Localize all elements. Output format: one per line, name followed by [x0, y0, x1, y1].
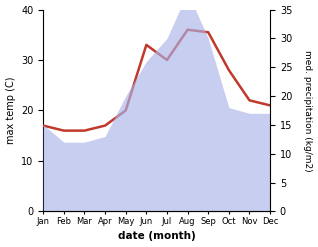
Y-axis label: max temp (C): max temp (C): [5, 77, 16, 144]
X-axis label: date (month): date (month): [118, 231, 196, 242]
Y-axis label: med. precipitation (kg/m2): med. precipitation (kg/m2): [303, 50, 313, 171]
